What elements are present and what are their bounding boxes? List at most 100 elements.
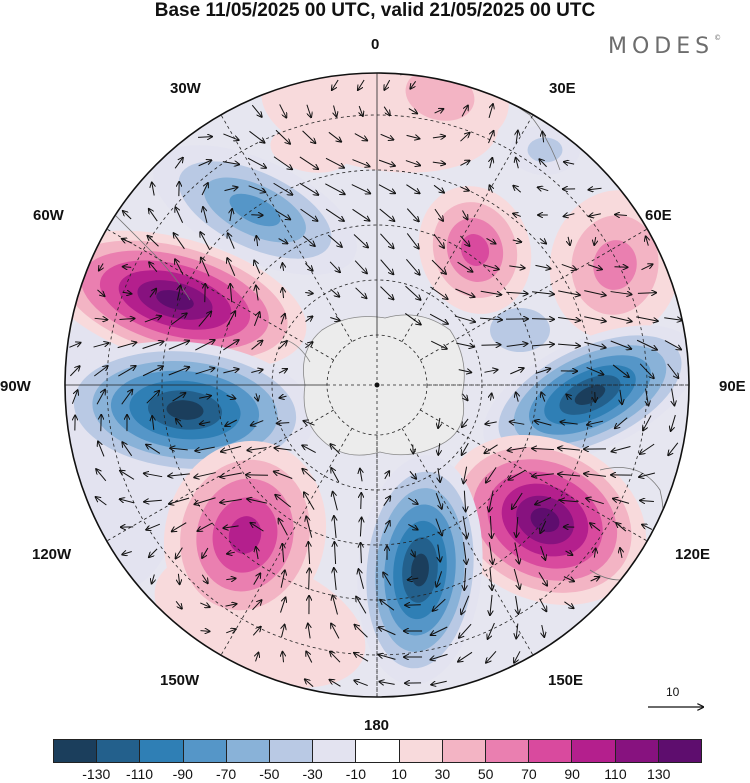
wind-arrow: [516, 131, 518, 144]
wind-arrow: [308, 542, 309, 565]
wind-arrow: [279, 519, 288, 536]
wind-arrow: [221, 445, 242, 451]
wind-arrow: [247, 448, 267, 451]
wind-arrow: [584, 316, 606, 322]
colorbar-tick-label: 130: [647, 766, 671, 782]
wind-arrow: [438, 468, 440, 482]
wind-arrow: [380, 259, 394, 275]
anomaly-contour: [574, 385, 606, 405]
wind-arrow: [334, 568, 336, 590]
wind-arrow: [330, 444, 341, 455]
wind-arrow: [98, 442, 105, 457]
wind-arrow: [513, 186, 522, 193]
wind-arrow: [490, 515, 491, 538]
wind-arrow: [332, 79, 339, 90]
wind-arrow: [568, 236, 570, 245]
wind-arrow: [540, 520, 547, 533]
wind-arrow: [152, 183, 154, 196]
anomaly-contour: [229, 193, 281, 227]
wind-arrow: [144, 500, 162, 502]
wind-arrow: [483, 264, 498, 270]
meridian-line: [220, 114, 353, 342]
wind-vectors: [69, 79, 681, 687]
wind-arrow: [273, 182, 293, 194]
south-pole-marker: [374, 382, 380, 388]
wind-arrow: [176, 547, 183, 559]
wind-arrow: [615, 417, 628, 429]
wind-arrow: [230, 209, 232, 222]
wind-arrow: [302, 130, 316, 143]
wind-arrow: [560, 422, 578, 424]
wind-arrow: [195, 497, 216, 505]
colorbar-tick-label: -30: [302, 766, 323, 782]
wind-arrow: [584, 341, 605, 347]
wind-arrow: [254, 261, 261, 274]
wind-arrow: [195, 340, 214, 351]
wind-arrow: [664, 318, 681, 321]
wind-arrow: [642, 525, 653, 530]
wind-arrow: [142, 342, 164, 349]
colorbar-tick-label: 110: [604, 766, 627, 782]
wind-arrow: [172, 393, 186, 402]
wind-arrow: [436, 571, 443, 586]
wind-arrow: [461, 106, 468, 117]
wind-arrow: [464, 490, 465, 512]
wind-arrow: [282, 288, 283, 299]
reference-vector-label: 10: [666, 685, 680, 699]
wind-arrow: [120, 471, 135, 480]
wind-arrow: [201, 258, 210, 277]
wind-arrow: [149, 289, 156, 298]
wind-arrow: [380, 133, 394, 139]
wind-arrow: [385, 471, 389, 480]
wind-arrow: [512, 492, 523, 509]
wind-arrow: [540, 545, 546, 560]
wind-arrow: [302, 445, 316, 454]
wind-arrow: [461, 595, 470, 614]
wind-arrow: [146, 523, 161, 530]
meridian-line: [106, 228, 334, 361]
wind-arrow: [406, 233, 418, 248]
wind-arrow: [354, 133, 367, 141]
wind-arrow: [352, 208, 370, 220]
wind-arrow: [195, 368, 215, 375]
wind-arrow: [384, 79, 391, 90]
wind-arrow: [279, 104, 287, 117]
wind-arrow: [176, 419, 183, 428]
wind-arrow: [177, 286, 180, 301]
wind-arrow: [564, 601, 573, 608]
wind-arrow: [432, 162, 445, 164]
wind-arrow: [584, 474, 606, 477]
wind-arrow: [610, 340, 632, 349]
wind-arrow: [460, 235, 469, 246]
wind-arrow: [458, 370, 472, 373]
wind-arrow: [247, 157, 266, 168]
wind-arrow: [256, 653, 259, 662]
wind-arrow: [458, 651, 473, 661]
wind-arrow: [146, 445, 161, 454]
wind-arrow: [462, 516, 467, 538]
wind-arrow: [144, 473, 163, 478]
lon-label-30e: 30E: [549, 80, 576, 97]
wind-arrow: [168, 341, 189, 350]
wind-arrow: [560, 500, 579, 502]
wind-arrow: [620, 548, 622, 558]
wind-arrow: [222, 162, 239, 165]
wind-arrow: [281, 625, 284, 638]
anomaly-contour: [527, 137, 563, 163]
colorbar-segment: [97, 740, 141, 762]
wind-arrow: [195, 446, 215, 451]
wind-arrow: [488, 542, 492, 564]
wind-arrow: [535, 421, 552, 426]
wind-arrow: [329, 261, 340, 272]
colorbar-segment: [54, 740, 98, 762]
wind-arrow: [489, 490, 494, 512]
wind-arrow: [203, 207, 208, 224]
wind-arrow: [539, 159, 547, 168]
wind-arrow: [513, 568, 519, 589]
wind-arrow: [584, 290, 605, 296]
wind-arrow: [565, 551, 573, 555]
wind-arrow: [463, 466, 466, 484]
wind-arrow: [506, 344, 528, 347]
wind-arrow: [282, 544, 283, 563]
wind-arrow: [227, 552, 235, 554]
